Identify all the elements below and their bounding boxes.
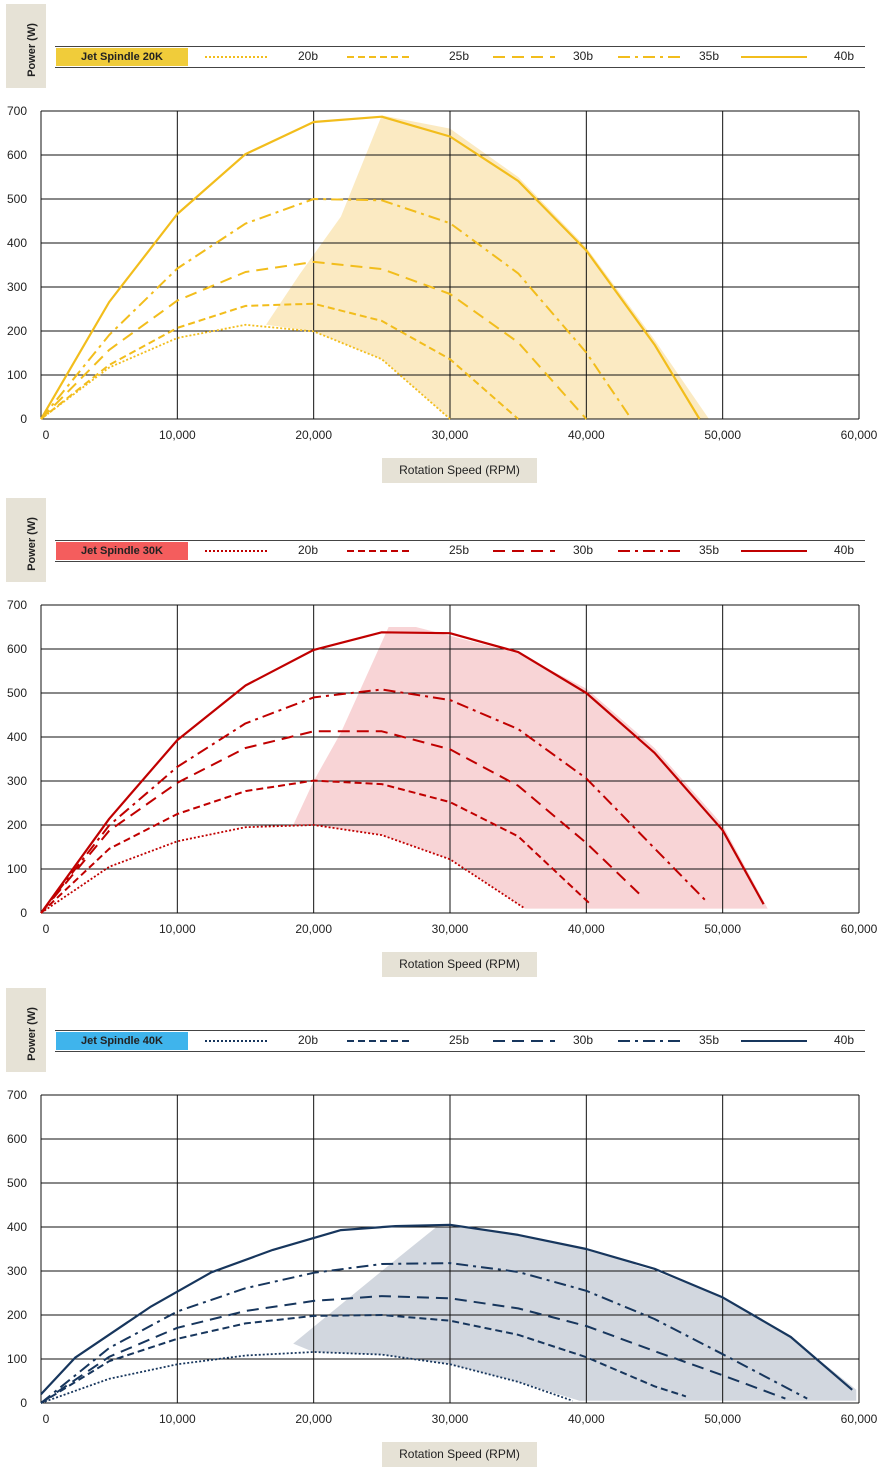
x-tick-label: 30,000	[432, 428, 469, 442]
legend-title: Jet Spindle 20K	[56, 48, 188, 66]
legend-label-25b: 25b	[449, 543, 470, 557]
x-tick-label: 50,000	[704, 1412, 741, 1426]
y-tick-label: 100	[7, 1352, 27, 1366]
x-tick-label: 60,000	[841, 1412, 878, 1426]
legend-label-35b: 35b	[699, 49, 720, 63]
legend-label-30b: 30b	[573, 1033, 594, 1047]
legend-label-25b: 25b	[449, 49, 470, 63]
x-tick-label: 0	[43, 428, 50, 442]
legend-label-35b: 35b	[699, 1033, 720, 1047]
y-tick-label: 600	[7, 1132, 27, 1146]
legend-label-20b: 20b	[298, 1033, 319, 1047]
legend-label-20b: 20b	[298, 543, 319, 557]
legend-title: Jet Spindle 30K	[56, 542, 188, 560]
y-tick-label: 100	[7, 862, 27, 876]
y-axis-label-box: Power (W)	[6, 4, 46, 88]
chart-panel-jet-spindle-30k: Power (W) Jet Spindle 30K 20b 25b 30b 35…	[0, 494, 884, 984]
series-line-30b	[40, 730, 642, 914]
legend-label-40b: 40b	[834, 543, 855, 557]
y-axis-label-box: Power (W)	[6, 988, 46, 1072]
legend-label-30b: 30b	[573, 543, 594, 557]
x-tick-label: 40,000	[568, 1412, 605, 1426]
y-tick-label: 500	[7, 1176, 27, 1190]
series-line-35b	[40, 198, 633, 420]
chart-plot: 0 100 200 300 400 500 600 700 0 10,000 20,000 30,00…	[7, 598, 878, 936]
y-tick-label: 500	[7, 192, 27, 206]
x-tick-label: 60,000	[841, 428, 878, 442]
chart-panel-jet-spindle-20k: Power (W) Jet Spindle 20K 20b 25b 30b 35…	[0, 0, 884, 490]
chart-plot: 0 100 200 300 400 500 600 700 0 10,000 20,000 30,00…	[7, 104, 878, 442]
x-tick-label: 60,000	[841, 922, 878, 936]
y-tick-label: 0	[20, 412, 27, 426]
series-line-20b	[40, 323, 451, 420]
chart-panel-jet-spindle-40k: Power (W) Jet Spindle 40K 20b 25b 30b 35…	[0, 984, 884, 1474]
series-line-30b	[40, 260, 588, 420]
chart-plot: 0 100 200 300 400 500 600 700 0 10,000 20,000 30,00…	[7, 1088, 878, 1426]
x-tick-label: 50,000	[704, 428, 741, 442]
y-tick-label: 100	[7, 368, 27, 382]
x-axis-label: Rotation Speed (RPM)	[382, 1442, 537, 1467]
y-tick-label: 600	[7, 148, 27, 162]
x-tick-label: 20,000	[295, 1412, 332, 1426]
legend: Jet Spindle 40K 20b 25b 30b 35b 40b	[55, 1030, 865, 1052]
y-tick-label: 200	[7, 1308, 27, 1322]
y-tick-label: 700	[7, 598, 27, 612]
x-tick-label: 10,000	[159, 428, 196, 442]
legend-label-20b: 20b	[298, 49, 319, 63]
series-line-30b	[40, 1295, 786, 1404]
x-axis-label: Rotation Speed (RPM)	[382, 952, 537, 977]
x-tick-label: 40,000	[568, 428, 605, 442]
legend-title: Jet Spindle 40K	[56, 1032, 188, 1050]
legend-label-40b: 40b	[834, 49, 855, 63]
shaded-operating-region	[266, 115, 709, 420]
series-line-25b	[40, 779, 592, 914]
y-axis-label-box: Power (W)	[6, 498, 46, 582]
series-line-25b	[40, 302, 519, 420]
x-tick-label: 20,000	[295, 428, 332, 442]
series-line-35b	[40, 688, 706, 914]
x-tick-label: 30,000	[432, 1412, 469, 1426]
legend-label-25b: 25b	[449, 1033, 470, 1047]
legend-label-40b: 40b	[834, 1033, 855, 1047]
y-tick-label: 400	[7, 1220, 27, 1234]
shaded-operating-region	[293, 1227, 857, 1401]
legend-label-35b: 35b	[699, 543, 720, 557]
y-tick-label: 500	[7, 686, 27, 700]
x-axis-label: Rotation Speed (RPM)	[382, 458, 537, 483]
y-tick-label: 0	[20, 906, 27, 920]
y-tick-label: 700	[7, 104, 27, 118]
y-tick-label: 600	[7, 642, 27, 656]
y-tick-label: 200	[7, 324, 27, 338]
series-line-35b	[40, 1262, 808, 1404]
y-tick-label: 400	[7, 236, 27, 250]
series-line-40b	[40, 631, 765, 914]
x-tick-label: 40,000	[568, 922, 605, 936]
x-tick-label: 20,000	[295, 922, 332, 936]
x-tick-label: 50,000	[704, 922, 741, 936]
legend: Jet Spindle 20K 20b 25b 30b 35b 40b	[55, 46, 865, 68]
series-line-40b	[40, 1223, 853, 1395]
legend: Jet Spindle 30K 20b 25b 30b 35b 40b	[55, 540, 865, 562]
series-line-25b	[40, 1314, 687, 1404]
y-tick-label: 400	[7, 730, 27, 744]
x-tick-label: 0	[43, 922, 50, 936]
series-line-40b	[40, 115, 701, 420]
legend-swatches	[205, 56, 807, 58]
y-tick-label: 300	[7, 1264, 27, 1278]
y-tick-label: 200	[7, 818, 27, 832]
legend-swatches	[205, 550, 807, 552]
y-tick-label: 0	[20, 1396, 27, 1410]
x-tick-label: 10,000	[159, 922, 196, 936]
legend-label-30b: 30b	[573, 49, 594, 63]
y-tick-label: 300	[7, 774, 27, 788]
shaded-operating-region	[293, 627, 768, 909]
y-tick-label: 300	[7, 280, 27, 294]
x-tick-label: 30,000	[432, 922, 469, 936]
x-tick-label: 10,000	[159, 1412, 196, 1426]
x-tick-label: 0	[43, 1412, 50, 1426]
y-tick-label: 700	[7, 1088, 27, 1102]
legend-swatches	[205, 1040, 807, 1042]
